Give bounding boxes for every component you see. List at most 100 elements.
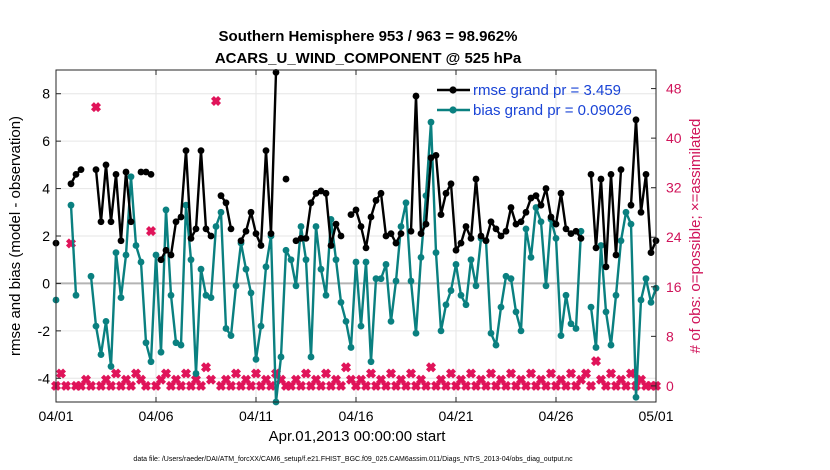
- bias-point: [122, 251, 130, 259]
- bias-point: [157, 348, 165, 356]
- bias-point: [147, 358, 155, 366]
- bias-point: [412, 329, 420, 337]
- x-tick-label: 04/01: [38, 408, 73, 424]
- bias-point: [287, 256, 295, 264]
- bias-point: [487, 329, 495, 337]
- obs-count-marker: [335, 380, 347, 391]
- bias-point: [432, 249, 440, 256]
- x-tick-label: 04/06: [138, 408, 173, 424]
- x-tick-label: 04/21: [438, 408, 473, 424]
- obs-count-marker: [625, 368, 637, 379]
- obs-count-markers: [50, 95, 662, 391]
- obs-count-marker: [140, 380, 152, 391]
- bias-point: [377, 275, 385, 283]
- bias-point: [397, 223, 405, 230]
- obs-count-marker: [565, 368, 577, 379]
- bias-point: [252, 355, 260, 363]
- bias-point: [542, 282, 550, 290]
- legend-bias-key: [437, 106, 470, 114]
- bias-point: [367, 358, 375, 366]
- obs-count-marker: [230, 368, 242, 379]
- bias-point: [527, 253, 535, 261]
- bias-point: [522, 225, 530, 233]
- bias-point: [257, 322, 265, 330]
- obs-count-marker: [385, 368, 397, 379]
- legend-rmse-key: [437, 86, 470, 94]
- rmse-point: [297, 234, 305, 242]
- rmse-point: [462, 223, 470, 230]
- rmse-point: [517, 218, 525, 226]
- rmse-point: [307, 199, 315, 207]
- bias-point: [627, 220, 635, 228]
- rmse-point: [432, 151, 440, 159]
- bias-point: [297, 223, 305, 230]
- obs-count-marker: [340, 362, 352, 373]
- bias-point: [212, 223, 220, 230]
- rmse-point: [192, 225, 200, 233]
- y-right-tick-label: 32: [666, 180, 682, 196]
- rmse-point: [577, 234, 585, 242]
- bias-point: [517, 327, 525, 335]
- rmse-point: [627, 201, 635, 209]
- bias-point: [347, 344, 355, 351]
- rmse-line: [94, 163, 133, 242]
- rmse-point: [412, 92, 420, 100]
- rmse-point: [197, 147, 205, 155]
- bias-point: [447, 287, 455, 294]
- bias-point: [352, 258, 360, 266]
- bias-point: [362, 258, 370, 266]
- obs-count-marker: [620, 380, 632, 391]
- rmse-point: [247, 208, 255, 216]
- obs-count-marker: [380, 380, 392, 391]
- y-right-tick-label: 40: [666, 130, 682, 146]
- rmse-point: [117, 237, 125, 245]
- bias-point: [467, 256, 475, 264]
- bias-point: [72, 291, 80, 299]
- bias-point: [452, 261, 460, 268]
- rmse-point: [487, 218, 495, 226]
- rmse-point: [262, 147, 270, 155]
- bias-point: [162, 206, 170, 214]
- rmse-point: [217, 192, 225, 200]
- data-file-footnote: data file: /Users/raeder/DAI/ATM_forcXX/…: [133, 456, 573, 463]
- obs-count-marker: [125, 380, 137, 391]
- rmse-point: [257, 242, 265, 249]
- bias-point: [577, 227, 585, 235]
- bias-point: [197, 265, 205, 273]
- rmse-point: [552, 220, 560, 228]
- rmse-point: [172, 218, 180, 226]
- rmse-point: [252, 230, 260, 238]
- obs-count-marker: [500, 380, 512, 391]
- bias-point: [332, 256, 340, 264]
- bias-point: [282, 246, 290, 254]
- rmse-point: [352, 206, 360, 214]
- bias-point: [427, 118, 435, 126]
- y-right-tick-label: 24: [666, 229, 682, 245]
- bias-point: [587, 303, 595, 311]
- bias-point: [407, 277, 415, 285]
- y-axis-left-ticks: -4 -2 0 2 4 6 8: [38, 86, 61, 386]
- bias-point: [207, 294, 215, 302]
- y-tick-label: -4: [38, 370, 51, 386]
- y-axis-right-ticks: 0 8 16 24 32 40 48: [651, 81, 682, 394]
- bias-point: [142, 339, 150, 347]
- obs-count-marker: [360, 380, 372, 391]
- rmse-point: [452, 246, 460, 254]
- obs-count-marker: [520, 380, 532, 391]
- bias-point: [392, 277, 400, 285]
- bias-point: [137, 258, 145, 266]
- bias-point: [337, 299, 345, 306]
- obs-count-marker: [465, 368, 477, 379]
- obs-count-marker: [540, 380, 552, 391]
- rmse-point: [597, 175, 605, 183]
- rmse-point: [387, 230, 395, 238]
- rmse-point: [202, 225, 210, 233]
- obs-count-marker: [445, 368, 457, 379]
- bias-point: [102, 317, 110, 325]
- rmse-point: [167, 251, 175, 259]
- legend-bias-label: bias grand pr = 0.09026: [473, 102, 632, 119]
- bias-point: [112, 249, 120, 256]
- bias-point: [402, 199, 410, 207]
- y-right-tick-label: 0: [666, 378, 674, 394]
- rmse-point: [162, 246, 170, 254]
